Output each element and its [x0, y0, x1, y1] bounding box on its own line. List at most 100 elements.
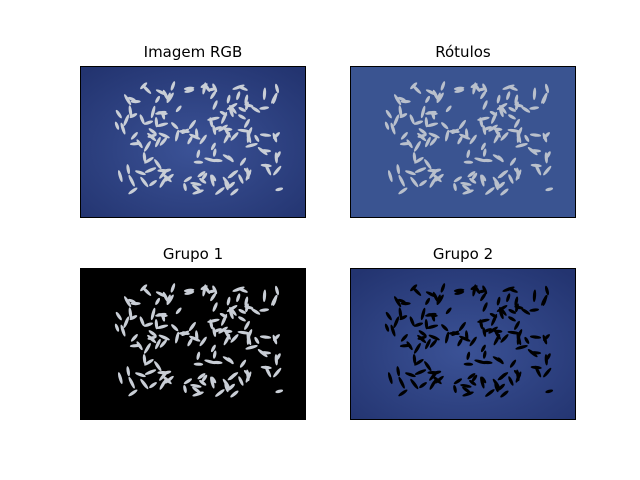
- rice-grain: [398, 307, 403, 320]
- rice-grain: [545, 83, 549, 94]
- rice-grain: [425, 89, 437, 96]
- rice-grain: [436, 294, 444, 306]
- rice-grain: [431, 370, 442, 375]
- rice-grain: [462, 391, 474, 397]
- group1-grains: [114, 283, 284, 398]
- rice-grain: [195, 128, 199, 140]
- rice-grain: [212, 350, 217, 359]
- rice-grain: [155, 95, 161, 103]
- group2-grains: [384, 283, 554, 398]
- rice-grain: [144, 167, 157, 173]
- rice-grain: [506, 91, 511, 101]
- rice-grain: [192, 386, 201, 394]
- rice-grain: [429, 339, 438, 348]
- rice-grain: [148, 128, 157, 135]
- rice-grain: [207, 116, 220, 121]
- rice-grain: [140, 176, 149, 188]
- rice-grain: [238, 106, 246, 112]
- rice-grain: [210, 292, 217, 302]
- rice-grain: [515, 345, 528, 350]
- rice-grain: [400, 334, 408, 342]
- rice-grain: [155, 136, 161, 148]
- rice-grain: [272, 334, 278, 345]
- rice-grain: [183, 182, 187, 192]
- rice-grain: [126, 366, 130, 377]
- rice-grain: [480, 174, 485, 187]
- rice-grain: [545, 389, 554, 394]
- rice-grain: [420, 307, 426, 321]
- rice-grain: [227, 383, 235, 391]
- rice-grain: [192, 391, 204, 397]
- rice-grain: [155, 312, 167, 317]
- rice-grain: [154, 117, 159, 128]
- rice-grain: [124, 296, 132, 308]
- rice-grain: [245, 345, 258, 350]
- rice-grain: [406, 139, 413, 149]
- rice-grain: [390, 122, 396, 135]
- rice-grain: [201, 172, 208, 181]
- rice-grain: [238, 308, 246, 314]
- rice-grain: [399, 113, 408, 119]
- rice-grain: [425, 95, 431, 103]
- rice-grain: [426, 122, 439, 128]
- rice-grain: [275, 151, 281, 159]
- rice-grain: [114, 121, 120, 130]
- rice-grain: [385, 109, 392, 119]
- rice-grain: [227, 170, 239, 179]
- group2-image: [351, 269, 575, 419]
- rice-grain: [212, 83, 218, 93]
- rice-grain: [212, 148, 217, 157]
- rice-grain: [414, 369, 427, 375]
- rice-grain: [123, 316, 130, 329]
- rice-grain: [502, 84, 515, 90]
- rice-grain: [417, 132, 427, 142]
- rice-grain: [413, 120, 424, 125]
- rice-grain: [215, 187, 225, 195]
- rice-grain: [388, 170, 393, 183]
- rice-grain: [500, 132, 509, 141]
- rice-grain: [244, 305, 254, 310]
- group1-image: [81, 269, 305, 419]
- rice-grain: [489, 313, 498, 318]
- rice-grain: [506, 293, 511, 303]
- rice-grain: [471, 374, 478, 383]
- rice-grain: [471, 172, 478, 181]
- rice-grain: [543, 367, 552, 378]
- rice-grain: [245, 371, 252, 383]
- rice-grain: [129, 315, 138, 321]
- rice-grain: [148, 330, 157, 337]
- rice-grain: [181, 331, 190, 335]
- rice-grain: [462, 386, 471, 394]
- rice-grain: [142, 287, 152, 296]
- rice-grain: [393, 114, 400, 127]
- rice-grain: [496, 94, 501, 104]
- rice-grain: [130, 334, 138, 342]
- rice-grain: [139, 316, 145, 327]
- rice-grain: [414, 167, 427, 173]
- rice-grain: [166, 294, 174, 306]
- rice-grain: [514, 118, 520, 128]
- rice-grain: [534, 365, 542, 378]
- rice-grain: [245, 143, 258, 148]
- rice-grain: [474, 157, 487, 163]
- rice-grain: [238, 316, 246, 322]
- rice-grain: [226, 94, 231, 104]
- rice-grain: [412, 354, 417, 365]
- rice-grain: [508, 114, 516, 120]
- rice-grain: [390, 324, 396, 337]
- rice-grain: [463, 362, 474, 366]
- rice-grain: [196, 149, 201, 159]
- rice-grain: [239, 157, 247, 166]
- rice-grain: [244, 103, 254, 108]
- rice-grain: [144, 369, 157, 375]
- rice-grain: [218, 124, 228, 132]
- rice-grain: [164, 173, 174, 182]
- rice-grain: [245, 169, 252, 181]
- rice-grain: [128, 376, 135, 389]
- rice-grain: [246, 333, 252, 346]
- rice-grain: [158, 334, 170, 341]
- panel-group1-image: [80, 268, 306, 420]
- rice-grain: [541, 294, 548, 306]
- rice-grain: [514, 305, 524, 310]
- rice-grain: [143, 141, 151, 152]
